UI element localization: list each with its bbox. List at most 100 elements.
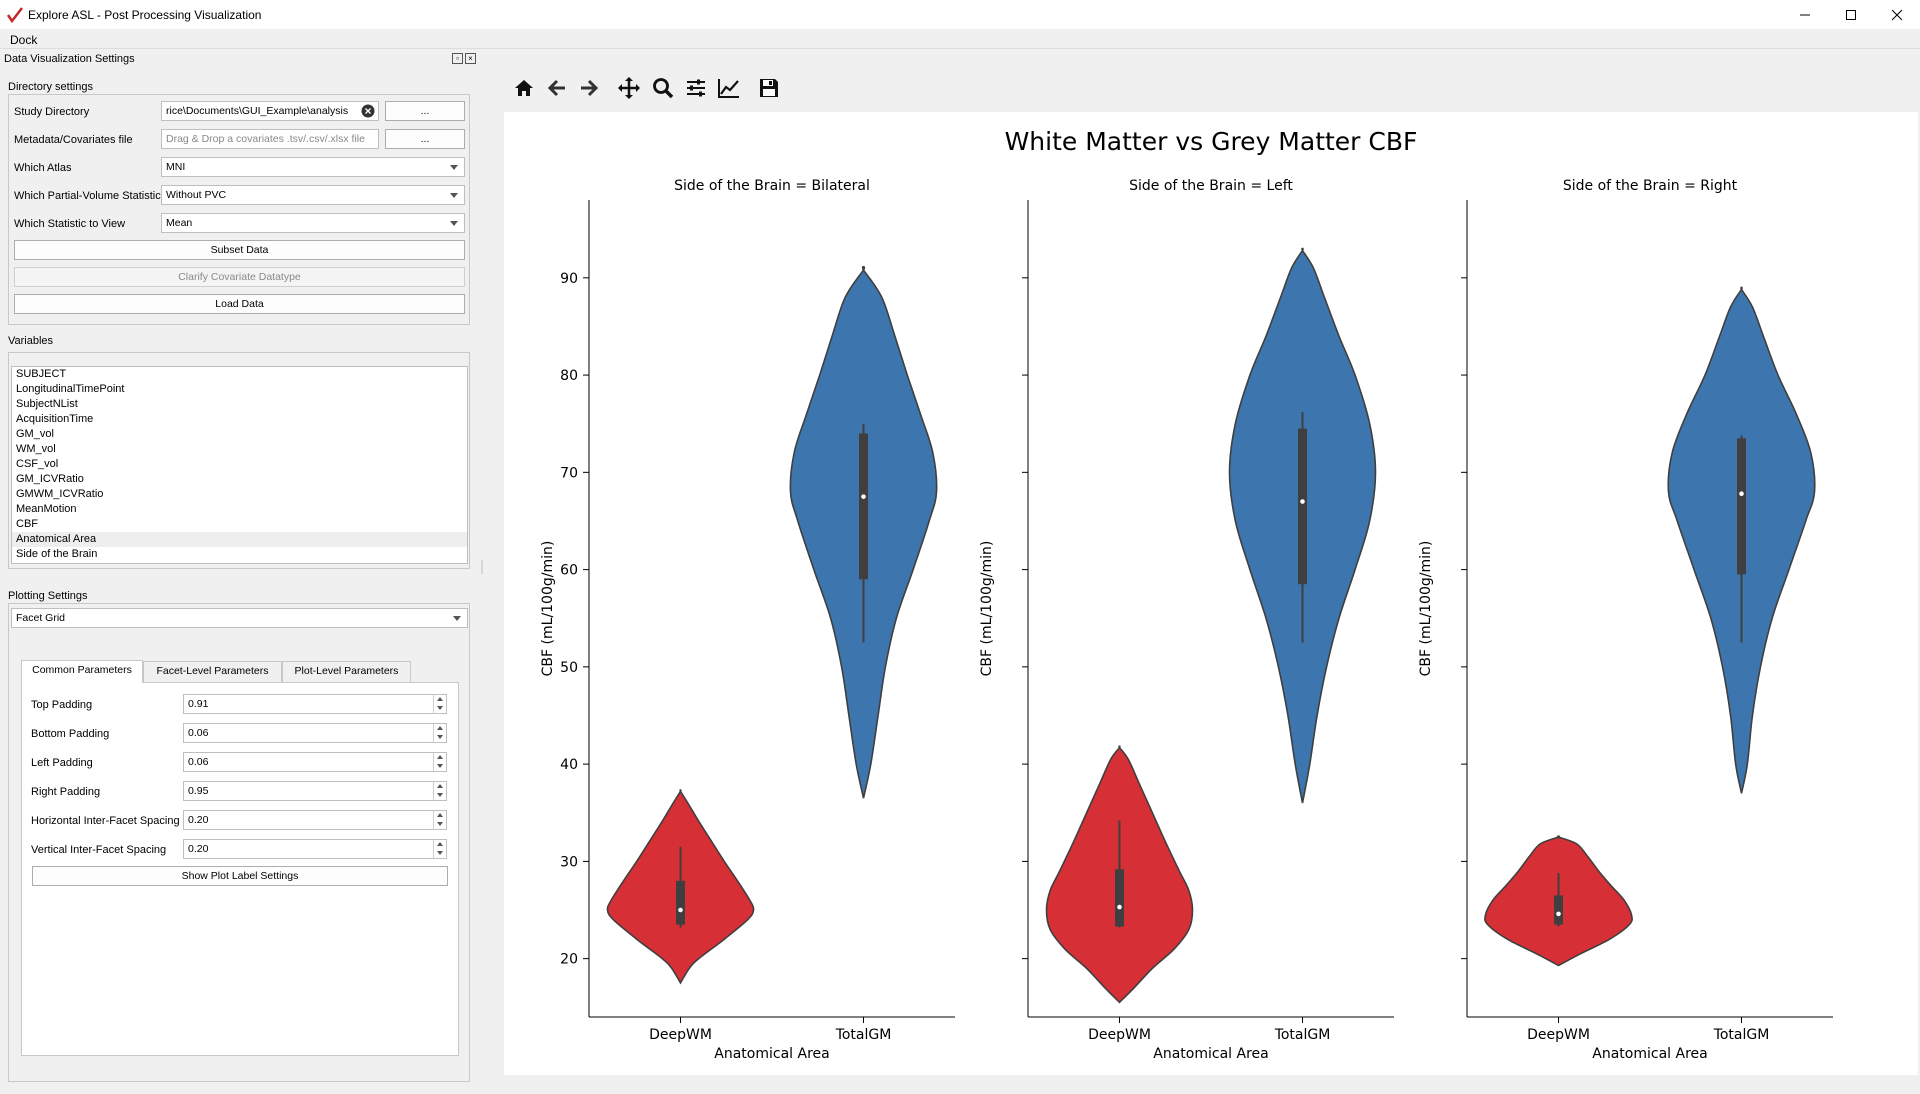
x-tick-label: TotalGM [1713, 1027, 1770, 1043]
parameter-label: Vertical Inter-Facet Spacing [31, 844, 167, 856]
parameter-spinbox[interactable]: 0.20 [183, 810, 447, 830]
chevron-down-icon [437, 706, 443, 710]
chevron-down-icon [450, 165, 458, 170]
parameter-label: Top Padding [31, 699, 93, 711]
x-tick-label: TotalGM [835, 1027, 892, 1043]
parameter-value: 0.06 [188, 756, 209, 768]
chevron-down-icon [437, 822, 443, 826]
parameter-spinbox[interactable]: 0.06 [183, 723, 447, 743]
chevron-down-icon [450, 193, 458, 198]
pvc-label: Which Partial-Volume Statistic [14, 190, 161, 202]
minimize-button[interactable] [1782, 0, 1828, 29]
list-item[interactable]: MeanMotion [16, 503, 77, 515]
chevron-up-icon [437, 697, 443, 701]
spin-arrows[interactable] [433, 695, 446, 713]
zoom-button[interactable] [649, 75, 677, 101]
edit-axis-button[interactable] [715, 75, 743, 101]
spin-arrows[interactable] [433, 840, 446, 858]
x-tick-label: DeepWM [1527, 1027, 1590, 1043]
spin-arrows[interactable] [433, 782, 446, 800]
list-item[interactable]: Side of the Brain [16, 548, 98, 560]
chevron-up-icon [437, 755, 443, 759]
y-tick-label: 70 [560, 465, 578, 481]
list-item[interactable]: WM_vol [16, 443, 56, 455]
show-plot-label-settings-button[interactable]: Show Plot Label Settings [32, 866, 448, 886]
float-icon: ▫ [456, 54, 459, 63]
save-icon [760, 79, 778, 97]
subplots-config-icon [687, 79, 705, 97]
list-item[interactable]: AcquisitionTime [16, 413, 94, 425]
list-item[interactable]: LongitudinalTimePoint [16, 383, 125, 395]
y-tick-label: 20 [560, 952, 578, 968]
parameter-spinbox[interactable]: 0.20 [183, 839, 447, 859]
median-point [678, 907, 683, 913]
facet-title: Side of the Brain = Right [1563, 178, 1738, 194]
edit-axis-icon [718, 79, 739, 98]
parameter-value: 0.06 [188, 727, 209, 739]
title-bar: Explore ASL - Post Processing Visualizat… [0, 0, 1920, 29]
iqr-box [1298, 428, 1307, 585]
study-directory-field[interactable]: rice\Documents\GUI_Example\analysis [161, 101, 379, 121]
spin-arrows[interactable] [433, 753, 446, 771]
subset-data-button[interactable]: Subset Data [14, 240, 465, 260]
parameter-label: Right Padding [31, 786, 101, 798]
variables-list[interactable]: SUBJECT LongitudinalTimePoint SubjectNList… [11, 366, 468, 564]
metadata-browse-button[interactable]: ... [385, 129, 465, 149]
plotting-settings-label: Plotting Settings [8, 590, 88, 602]
pan-button[interactable] [615, 75, 643, 101]
splitter-handle[interactable] [480, 560, 484, 574]
list-item[interactable]: GM_ICVRatio [16, 473, 84, 485]
study-directory-browse-button[interactable]: ... [385, 101, 465, 121]
dock-controls: ▫ × [452, 53, 476, 64]
maximize-button[interactable] [1828, 0, 1874, 29]
minimize-icon [1800, 14, 1810, 15]
clarify-covariate-button[interactable]: Clarify Covariate Datatype [14, 267, 465, 287]
forward-button[interactable] [575, 75, 603, 101]
y-tick-label: 40 [560, 757, 578, 773]
menu-bar: Dock [0, 29, 1920, 49]
list-item[interactable]: Anatomical Area [12, 532, 467, 547]
dock-title: Data Visualization Settings [4, 53, 135, 65]
menu-item-dock[interactable]: Dock [10, 33, 38, 47]
home-button[interactable] [510, 75, 538, 101]
close-button[interactable] [1874, 0, 1920, 29]
parameter-spinbox[interactable]: 0.91 [183, 694, 447, 714]
parameter-label: Left Padding [31, 757, 93, 769]
list-item[interactable]: SUBJECT [16, 368, 67, 380]
parameter-value: 0.91 [188, 698, 209, 710]
dock-close-button[interactable]: × [465, 53, 476, 64]
load-data-button[interactable]: Load Data [14, 294, 465, 314]
tab-common-parameters[interactable]: Common Parameters [21, 660, 143, 683]
clear-icon[interactable] [361, 104, 375, 118]
plot-type-select[interactable]: Facet Grid [11, 608, 468, 628]
parameter-spinbox[interactable]: 0.06 [183, 752, 447, 772]
spin-arrows[interactable] [433, 724, 446, 742]
spin-arrows[interactable] [433, 811, 446, 829]
list-item[interactable]: CBF [16, 518, 38, 530]
list-item[interactable]: SubjectNList [16, 398, 78, 410]
list-item[interactable]: GMWM_ICVRatio [16, 488, 104, 500]
subplots-config-button[interactable] [682, 75, 710, 101]
facet-title: Side of the Brain = Bilateral [674, 178, 870, 194]
parameter-spinbox[interactable]: 0.95 [183, 781, 447, 801]
save-figure-button[interactable] [755, 75, 783, 101]
grip-icon [481, 560, 483, 574]
chevron-up-icon [437, 726, 443, 730]
statistic-select[interactable]: Mean [161, 213, 465, 233]
atlas-select[interactable]: MNI [161, 157, 465, 177]
tab-plot-level-parameters[interactable]: Plot-Level Parameters [282, 661, 411, 682]
chevron-up-icon [437, 813, 443, 817]
metadata-file-field[interactable]: Drag & Drop a covariates .tsv/.csv/.xlsx… [161, 129, 379, 149]
pvc-select[interactable]: Without PVC [161, 185, 465, 205]
atlas-value: MNI [166, 161, 186, 173]
list-item[interactable]: CSF_vol [16, 458, 59, 470]
plot-canvas[interactable]: White Matter vs Grey Matter CBF Side of t… [504, 112, 1918, 1075]
close-icon [1891, 9, 1903, 20]
back-button[interactable] [543, 75, 571, 101]
dock-float-button[interactable]: ▫ [452, 53, 463, 64]
chart-title: White Matter vs Grey Matter CBF [1005, 127, 1418, 156]
study-directory-label: Study Directory [14, 106, 90, 118]
y-tick-label: 50 [560, 660, 578, 676]
list-item[interactable]: GM_vol [16, 428, 54, 440]
tab-facet-level-parameters[interactable]: Facet-Level Parameters [143, 661, 282, 682]
